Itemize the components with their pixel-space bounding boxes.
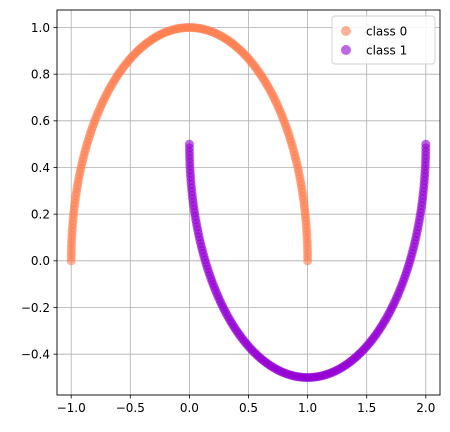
x-tick-label: 0.5 (239, 401, 258, 415)
y-tick-label: 0.8 (31, 67, 50, 81)
y-tick-label: −0.4 (21, 347, 50, 361)
data-point (421, 140, 430, 149)
legend-marker-class-0 (341, 26, 351, 36)
y-tick-label: 0.0 (31, 254, 50, 268)
y-tick-label: 1.0 (31, 21, 50, 35)
y-tick-label: 0.4 (31, 161, 50, 175)
x-tick-label: −1.0 (57, 401, 86, 415)
x-tick-label: 0.0 (180, 401, 199, 415)
grid-lines (57, 10, 440, 395)
x-tick-label: 1.0 (298, 401, 317, 415)
y-tick-label: −0.2 (21, 301, 50, 315)
x-tick-label: 2.0 (416, 401, 435, 415)
legend-marker-class-1 (341, 45, 351, 55)
legend: class 0 class 1 (332, 16, 435, 64)
y-axis-ticks: −0.4 −0.2 0.0 0.2 0.4 0.6 0.8 1.0 (21, 21, 57, 362)
x-tick-label: 1.5 (357, 401, 376, 415)
y-tick-label: 0.6 (31, 114, 50, 128)
legend-label-class-1: class 1 (366, 44, 407, 58)
x-axis-ticks: −1.0 −0.5 0.0 0.5 1.0 1.5 2.0 (57, 395, 436, 415)
legend-label-class-0: class 0 (366, 25, 407, 39)
x-tick-label: −0.5 (116, 401, 145, 415)
y-tick-label: 0.2 (31, 207, 50, 221)
data-point (67, 256, 76, 265)
